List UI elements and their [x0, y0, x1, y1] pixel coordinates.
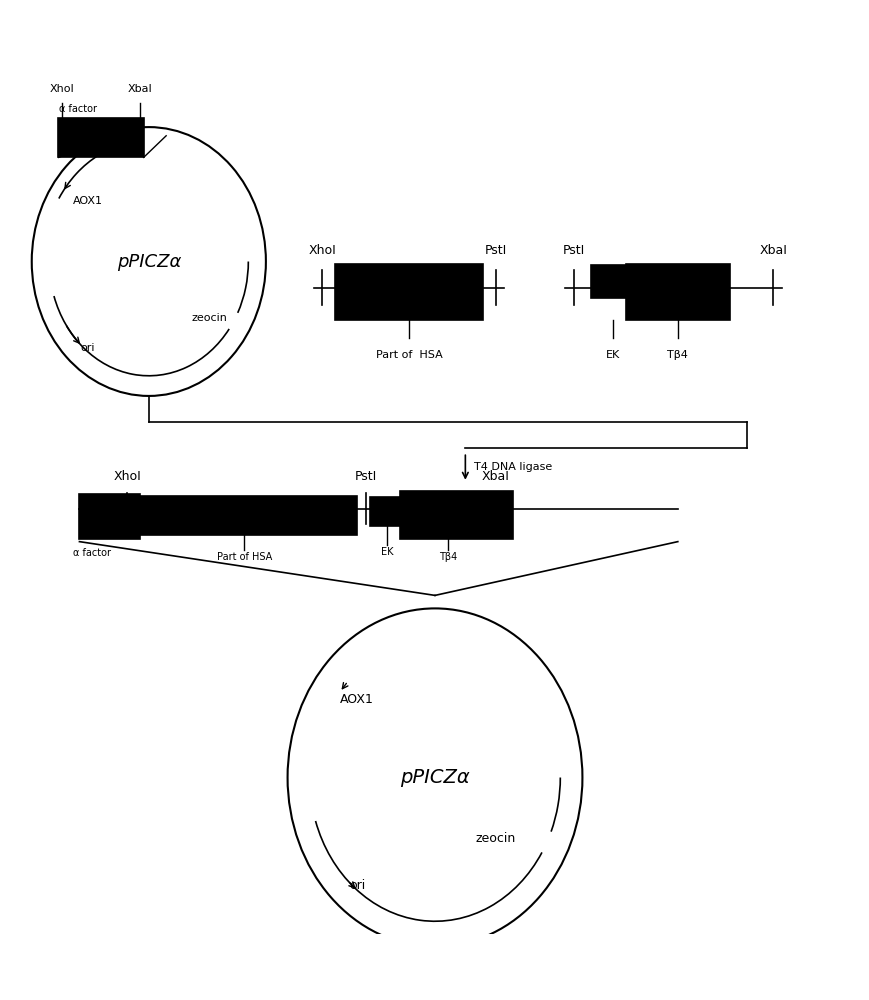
- Text: zeocin: zeocin: [191, 313, 227, 323]
- Text: AOX1: AOX1: [340, 693, 374, 706]
- Text: ori: ori: [81, 343, 96, 353]
- Text: XbaI: XbaI: [759, 244, 786, 257]
- Bar: [625, 264, 729, 320]
- Text: T4 DNA ligase: T4 DNA ligase: [474, 462, 552, 472]
- Text: XhoI: XhoI: [308, 244, 335, 257]
- Text: Tβ4: Tβ4: [667, 350, 687, 360]
- Text: pPICZα: pPICZα: [400, 768, 469, 787]
- Text: Tβ4: Tβ4: [438, 552, 456, 562]
- Text: Part of  HSA: Part of HSA: [375, 350, 441, 360]
- Text: Part of HSA: Part of HSA: [216, 552, 271, 562]
- Text: ori: ori: [348, 879, 365, 892]
- Bar: [79, 494, 140, 539]
- Text: XhoI: XhoI: [113, 470, 141, 483]
- Text: XbaI: XbaI: [481, 470, 509, 483]
- Bar: [335, 264, 482, 320]
- Bar: [400, 491, 513, 539]
- Text: PstI: PstI: [484, 244, 507, 257]
- Bar: [590, 265, 634, 298]
- Text: EK: EK: [381, 547, 393, 557]
- Text: XbaI: XbaI: [128, 84, 152, 94]
- Text: EK: EK: [605, 350, 620, 360]
- Bar: [369, 497, 404, 526]
- Text: α factor: α factor: [73, 548, 111, 558]
- Text: α factor: α factor: [58, 104, 96, 114]
- Text: zeocin: zeocin: [475, 832, 515, 845]
- Text: pPICZα: pPICZα: [116, 253, 181, 271]
- Text: XhoI: XhoI: [50, 84, 75, 94]
- Text: PstI: PstI: [354, 470, 376, 483]
- Bar: [57, 118, 144, 157]
- Bar: [131, 496, 356, 535]
- Text: PstI: PstI: [562, 244, 584, 257]
- Text: AOX1: AOX1: [73, 196, 103, 206]
